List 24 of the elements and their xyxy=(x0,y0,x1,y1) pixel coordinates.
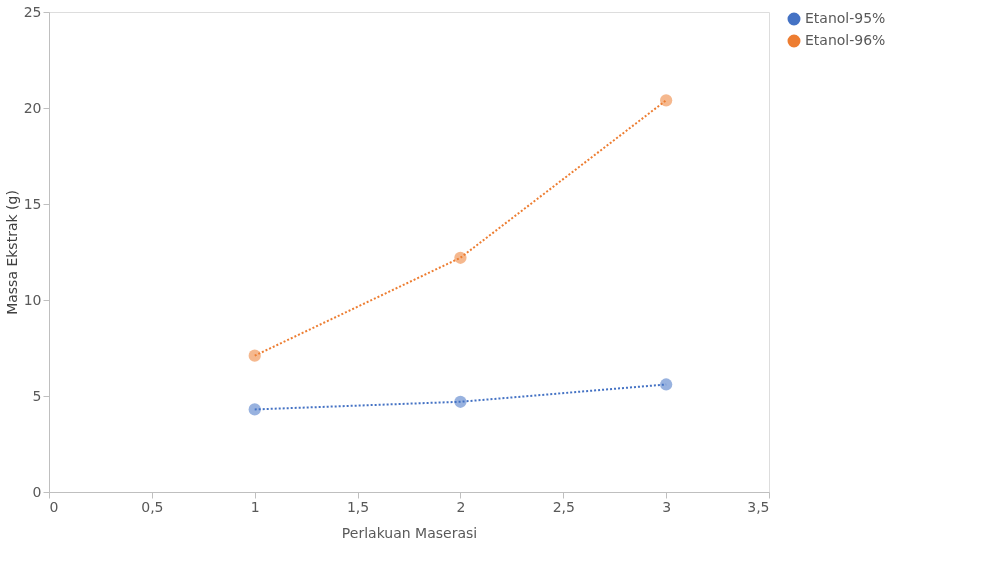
y-tick-label: 20 xyxy=(23,99,42,116)
x-axis-title: Perlakuan Maserasi xyxy=(341,524,478,541)
x-tick-label: 2,5 xyxy=(552,498,575,515)
point xyxy=(660,94,673,107)
y-tick-label: 15 xyxy=(23,195,42,212)
legend-label: Etanol-95% xyxy=(805,10,886,26)
y-axis-title: Massa Ekstrak (g) xyxy=(3,190,20,315)
y-tick-label: 0 xyxy=(32,483,42,500)
legend-label: Etanol-96% xyxy=(805,32,886,48)
x-tick-label: 1,5 xyxy=(346,498,370,515)
point xyxy=(660,378,673,391)
point xyxy=(248,349,261,362)
x-tick-label: 2 xyxy=(456,498,466,515)
x-tick-label: 0 xyxy=(49,498,59,515)
y-tick-label: 25 xyxy=(23,3,42,20)
x-tick-label: 3 xyxy=(662,498,672,515)
point xyxy=(454,395,467,408)
y-tick-label: 5 xyxy=(32,387,42,404)
point xyxy=(248,403,261,416)
y-tick-label: 10 xyxy=(23,291,42,308)
x-tick-label: 0,5 xyxy=(141,498,164,515)
x-tick-label: 3,5 xyxy=(747,498,770,515)
x-tick-label: 1 xyxy=(250,498,260,515)
point xyxy=(454,251,467,264)
